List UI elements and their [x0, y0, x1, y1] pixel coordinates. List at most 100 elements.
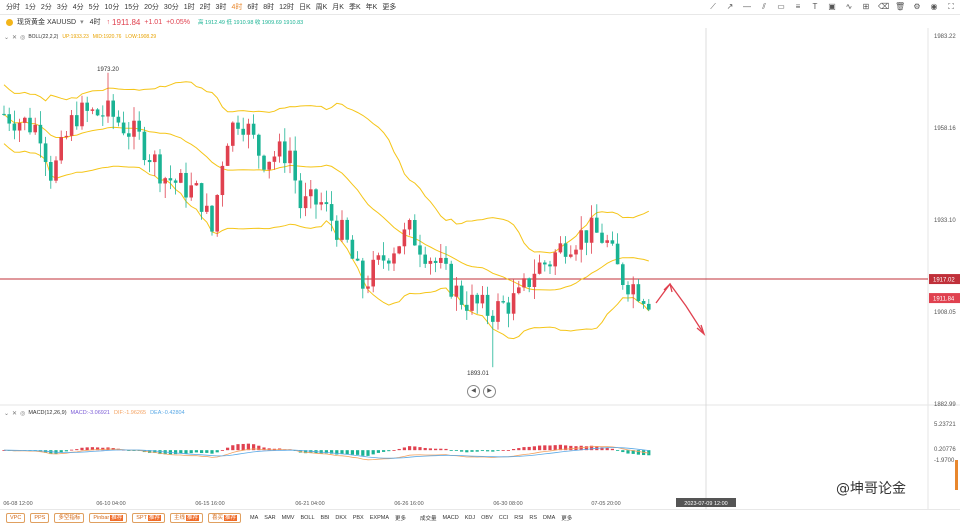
scroll-right-button[interactable]: ▶: [483, 385, 496, 398]
indicator-option[interactable]: CCI: [498, 514, 509, 521]
indicator-option[interactable]: MA: [250, 514, 259, 521]
eye-icon[interactable]: ◎: [20, 34, 26, 41]
timeframe-21[interactable]: 年K: [365, 4, 378, 11]
macd-histogram-bar: [621, 450, 625, 453]
indicator-option[interactable]: RS: [529, 514, 538, 521]
indicator-option[interactable]: 更多: [561, 515, 573, 522]
scroll-left-button[interactable]: ◀: [467, 385, 480, 398]
quick-indicator-button[interactable]: Pinbar 推荐: [89, 512, 128, 523]
sub-chart-icon[interactable]: ⊞: [862, 2, 870, 11]
quick-indicator-button[interactable]: 主线 推荐: [169, 512, 204, 523]
quick-indicator-button[interactable]: PPS: [30, 512, 50, 523]
timeframe-7[interactable]: 15分: [124, 4, 140, 11]
candle-body: [168, 178, 173, 181]
timeframe-8[interactable]: 20分: [144, 4, 159, 11]
indicator-option[interactable]: MACD: [442, 514, 459, 521]
timeframe-15[interactable]: 8时: [263, 4, 275, 11]
timeframe-19[interactable]: 月K: [332, 4, 344, 11]
candle-body: [153, 154, 157, 163]
timeframe-22[interactable]: 更多: [382, 4, 397, 11]
macd-histogram-bar: [408, 446, 412, 451]
indicator-option[interactable]: BBI: [320, 514, 330, 521]
indicator-option[interactable]: RSI: [514, 514, 524, 521]
quick-indicator-button[interactable]: VPC: [6, 512, 26, 523]
timeframe-12[interactable]: 3时: [215, 4, 227, 11]
indicator-option[interactable]: KDJ: [464, 514, 476, 521]
timeframe-11[interactable]: 2时: [199, 4, 211, 11]
timeframe-4[interactable]: 4分: [72, 4, 84, 11]
chevron-down-icon[interactable]: ▾: [80, 19, 84, 26]
timeframe-9[interactable]: 30分: [163, 4, 179, 11]
candle-body: [75, 115, 79, 127]
candle-body: [158, 154, 162, 184]
macd-legend: ⌄ ✕ ◎ MACD(12,26,9) MACD:-3.06921 DIF:-1…: [4, 408, 185, 418]
macd-histogram-bar: [423, 447, 427, 451]
delete-icon[interactable]: 🗑: [895, 2, 906, 11]
timeframe-14[interactable]: 6时: [247, 4, 259, 11]
timeframe-1[interactable]: 1分: [25, 4, 36, 11]
indicator-option[interactable]: DKX: [335, 514, 347, 521]
candle-body: [631, 284, 635, 295]
ray-icon[interactable]: ↗: [726, 2, 734, 11]
main-indicator-list: MA SAR MMV BOLL BBI DKX PBX EXPMA 更多: [246, 514, 412, 522]
timeframe-2[interactable]: 2分: [40, 4, 52, 11]
macd-histogram-bar: [522, 447, 526, 451]
macd-histogram-bar: [226, 447, 230, 451]
text-icon[interactable]: T: [812, 2, 818, 11]
indicator-option[interactable]: 成交量: [420, 515, 437, 522]
symbol-interval[interactable]: 4时: [89, 19, 101, 26]
quick-indicator-button[interactable]: SPT 推荐: [132, 512, 165, 523]
indicator-option[interactable]: DMA: [543, 514, 556, 521]
indicator-option[interactable]: MMV: [281, 514, 295, 521]
quick-indicator-button[interactable]: 多空指标: [54, 512, 85, 523]
timeframe-10[interactable]: 1时: [183, 4, 195, 11]
timeframe-13[interactable]: 4时: [231, 4, 243, 11]
candle-body: [127, 133, 131, 137]
macd-histogram-bar: [605, 448, 609, 451]
wave-icon[interactable]: ∿: [845, 2, 853, 11]
fullscreen-icon[interactable]: ⛶: [948, 2, 954, 11]
indicator-option[interactable]: PBX: [352, 514, 364, 521]
indicator-option[interactable]: BOLL: [300, 514, 315, 521]
high-annotation: 1973.20: [97, 67, 119, 73]
indicator-option[interactable]: EXPMA: [369, 514, 389, 521]
camera-icon[interactable]: ◉: [930, 2, 938, 11]
indicator-bar: VPC PPS 多空指标 Pinbar 推荐 SPT 推荐 主线 推荐 喜买 推荐 MA SAR MMV…: [0, 509, 960, 525]
hline-icon[interactable]: —: [743, 2, 751, 11]
timeframe-16[interactable]: 12时: [279, 4, 294, 11]
symbol-name[interactable]: 现货黄金 XAUUSD: [17, 19, 77, 26]
timeframe-17[interactable]: 日K: [298, 4, 311, 11]
candle-body: [23, 117, 27, 123]
indicator-option[interactable]: OBV: [481, 514, 493, 521]
close-icon[interactable]: ✕: [12, 410, 18, 417]
fib-icon[interactable]: ≡: [795, 2, 801, 11]
candle-body: [558, 243, 563, 253]
image-icon[interactable]: ▣: [828, 2, 836, 11]
eye-icon[interactable]: ◎: [20, 410, 26, 417]
timeframe-0[interactable]: 分时: [6, 4, 20, 11]
timeframe-18[interactable]: 周K: [315, 4, 328, 11]
timeframe-3[interactable]: 3分: [56, 4, 68, 11]
eraser-icon[interactable]: ⌫: [878, 2, 890, 11]
rect-icon[interactable]: ▭: [777, 2, 785, 11]
macd-histogram-bar: [309, 450, 313, 454]
settings-icon[interactable]: ⚙: [913, 2, 921, 11]
macd-histogram-bar: [636, 450, 640, 455]
timeframe-5[interactable]: 5分: [88, 4, 100, 11]
channel-icon[interactable]: ⫽: [762, 2, 766, 11]
time-axis-label: 06-10 04:00: [96, 501, 125, 507]
timeframe-20[interactable]: 季K: [348, 4, 361, 11]
close-icon[interactable]: ✕: [12, 34, 18, 41]
macd-histogram-bar: [304, 450, 308, 454]
collapse-icon[interactable]: ⌄: [4, 410, 10, 417]
indicator-option[interactable]: 更多: [395, 515, 407, 522]
macd-histogram-bar: [543, 445, 547, 451]
indicator-option[interactable]: SAR: [264, 514, 276, 521]
trendline-icon[interactable]: ⟋: [710, 2, 716, 11]
candle-body: [610, 240, 615, 244]
timeframe-6[interactable]: 10分: [104, 4, 120, 11]
macd-histogram-bar: [465, 450, 469, 453]
quick-indicator-button[interactable]: 喜买 推荐: [208, 512, 242, 523]
collapse-icon[interactable]: ⌄: [4, 34, 10, 41]
